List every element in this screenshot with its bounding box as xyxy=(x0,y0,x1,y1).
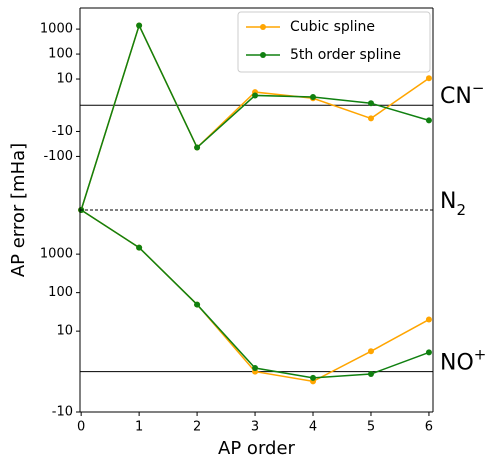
data-point xyxy=(425,117,432,124)
legend-label: 5th order spline xyxy=(290,47,401,63)
x-tick-label: 3 xyxy=(251,420,259,435)
x-tick-label: 0 xyxy=(77,420,85,435)
x-tick-label: 6 xyxy=(425,420,433,435)
series-line xyxy=(80,209,430,379)
data-point xyxy=(194,144,201,151)
data-point xyxy=(252,365,259,372)
data-point xyxy=(310,94,317,101)
y-tick-label: 1000 xyxy=(40,247,73,262)
annotation-text: CN xyxy=(440,84,472,109)
data-point xyxy=(310,374,317,381)
data-point xyxy=(252,92,259,99)
annotation-text: NO xyxy=(440,351,474,376)
y-tick-label: 100 xyxy=(48,285,73,300)
annotation-sub: 2 xyxy=(456,201,466,219)
data-point xyxy=(136,244,143,251)
series-line xyxy=(80,209,430,383)
annotation: NO+ xyxy=(440,345,486,376)
data-point xyxy=(136,22,143,29)
y-tick-label: -10 xyxy=(52,124,73,139)
data-point xyxy=(367,348,374,355)
y-axis-label: AP error [mHa] xyxy=(8,143,29,277)
y-tick-label: 10 xyxy=(56,324,73,339)
data-point xyxy=(425,316,432,323)
y-tick-label: 100 xyxy=(48,47,73,62)
data-point xyxy=(425,75,432,82)
annotation: CN− xyxy=(440,79,484,110)
y-tick-label: -10 xyxy=(52,405,73,420)
y-tick-label: 10 xyxy=(56,72,73,87)
y-tick-label: 1000 xyxy=(40,22,73,37)
x-tick-label: 4 xyxy=(309,420,317,435)
annotation-sup: + xyxy=(474,345,487,363)
data-point xyxy=(367,100,374,107)
legend-label: Cubic spline xyxy=(290,19,375,35)
x-tick-label: 2 xyxy=(193,420,201,435)
legend-marker xyxy=(260,24,266,30)
data-point xyxy=(367,115,374,122)
data-point xyxy=(367,370,374,377)
x-tick-label: 5 xyxy=(367,420,375,435)
x-tick-label: 1 xyxy=(135,420,143,435)
x-axis-label: AP order xyxy=(218,438,295,457)
legend-box xyxy=(237,11,431,73)
annotation: N2 xyxy=(440,189,466,219)
y-tick-label: -100 xyxy=(43,149,73,164)
annotation-sup: − xyxy=(472,79,485,97)
legend-marker xyxy=(260,52,266,58)
annotation-text: N xyxy=(440,189,456,214)
data-point xyxy=(194,301,201,308)
data-point xyxy=(425,349,432,356)
